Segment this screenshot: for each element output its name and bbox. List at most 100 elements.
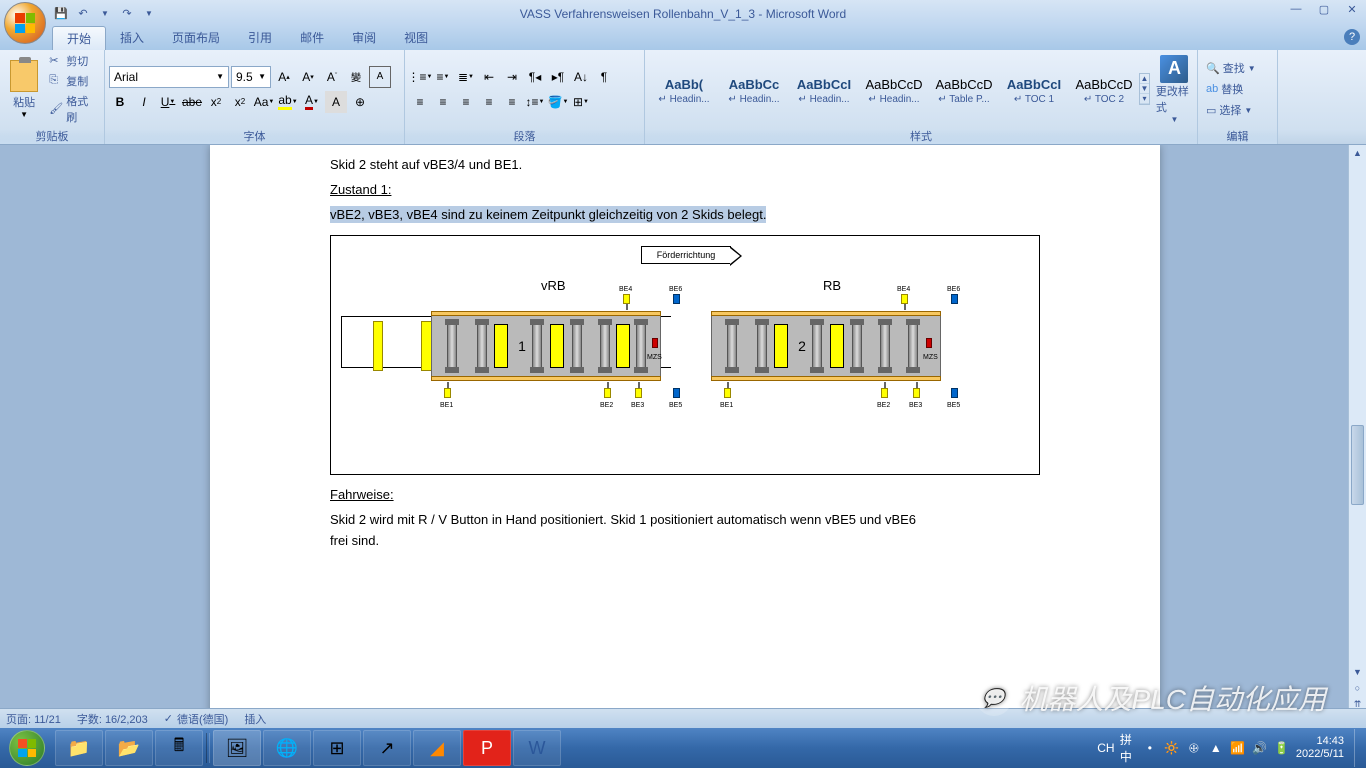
task-app4[interactable]: ◢ bbox=[413, 730, 461, 766]
replace-button[interactable]: ab替换 bbox=[1202, 79, 1260, 99]
tab-0[interactable]: 开始 bbox=[52, 26, 106, 50]
style-item-4[interactable]: AaBbCcD↵ Table P... bbox=[929, 61, 999, 121]
select-button[interactable]: ▭选择▼ bbox=[1202, 100, 1260, 120]
qat-customize[interactable]: ▼ bbox=[140, 5, 158, 23]
style-item-5[interactable]: AaBbCcI↵ TOC 1 bbox=[999, 61, 1069, 121]
copy-button[interactable]: ⎘复制 bbox=[46, 72, 100, 90]
increase-indent-button[interactable]: ⇥ bbox=[501, 66, 523, 88]
borders-button[interactable]: ⊞▼ bbox=[570, 91, 592, 113]
language-indicator[interactable]: ✓德语(德国) bbox=[164, 711, 229, 727]
style-item-0[interactable]: AaBb(↵ Headin... bbox=[649, 61, 719, 121]
task-folder2[interactable]: 📂 bbox=[105, 730, 153, 766]
paste-button[interactable]: 粘贴 ▼ bbox=[4, 54, 44, 124]
tab-2[interactable]: 页面布局 bbox=[158, 26, 234, 50]
task-app2[interactable]: ⊞ bbox=[313, 730, 361, 766]
scroll-up-button[interactable]: ▲ bbox=[1349, 145, 1366, 161]
enclose-char-button[interactable]: ⊕ bbox=[349, 91, 371, 113]
page-indicator[interactable]: 页面: 11/21 bbox=[6, 711, 61, 727]
tray-icon-3[interactable]: 🕀 bbox=[1186, 740, 1202, 756]
bullets-button[interactable]: ⋮≡▼ bbox=[409, 66, 431, 88]
tray-network-icon[interactable]: 📶 bbox=[1230, 740, 1246, 756]
task-word[interactable]: W bbox=[513, 730, 561, 766]
justify-button[interactable]: ≡ bbox=[478, 91, 500, 113]
change-styles-button[interactable]: A 更改样式 ▼ bbox=[1156, 55, 1193, 124]
qat-undo[interactable]: ↶ bbox=[74, 5, 92, 23]
tab-6[interactable]: 视图 bbox=[390, 26, 442, 50]
vertical-scrollbar[interactable]: ▲ ▼ ○ ⇈ ⇊ bbox=[1348, 145, 1366, 728]
minimize-button[interactable]: — bbox=[1282, 0, 1310, 18]
font-name-combo[interactable]: Arial▼ bbox=[109, 66, 229, 88]
char-shading-button[interactable]: A bbox=[325, 91, 347, 113]
taskbar-clock[interactable]: 14:43 2022/5/11 bbox=[1296, 735, 1344, 761]
task-chrome[interactable]: 🌐 bbox=[263, 730, 311, 766]
format-painter-button[interactable]: 🖌格式刷 bbox=[46, 92, 100, 126]
strikethrough-button[interactable]: abe bbox=[181, 91, 203, 113]
help-button[interactable]: ? bbox=[1344, 29, 1360, 45]
tray-volume-icon[interactable]: 🔊 bbox=[1252, 740, 1268, 756]
cut-button[interactable]: ✂剪切 bbox=[46, 52, 100, 70]
show-marks-button[interactable]: ¶ bbox=[593, 66, 615, 88]
start-button[interactable] bbox=[0, 728, 54, 768]
align-right-button[interactable]: ≡ bbox=[455, 91, 477, 113]
tab-4[interactable]: 邮件 bbox=[286, 26, 338, 50]
phonetic-button[interactable]: 變 bbox=[345, 66, 367, 88]
subscript-button[interactable]: x2 bbox=[205, 91, 227, 113]
clear-format-button[interactable]: Aˇ bbox=[321, 66, 343, 88]
task-calc[interactable]: 🖩 bbox=[155, 730, 203, 766]
ime-mode[interactable]: 拼中 bbox=[1120, 740, 1136, 756]
document-page[interactable]: Skid 2 steht auf vBE3/4 und BE1. Zustand… bbox=[210, 145, 1160, 728]
insert-mode[interactable]: 插入 bbox=[244, 711, 266, 727]
numbering-button[interactable]: ≡▼ bbox=[432, 66, 454, 88]
show-desktop-button[interactable] bbox=[1354, 729, 1362, 767]
superscript-button[interactable]: x2 bbox=[229, 91, 251, 113]
qat-save[interactable]: 💾 bbox=[52, 5, 70, 23]
style-scroll-down[interactable]: ▼ bbox=[1140, 84, 1149, 94]
align-center-button[interactable]: ≡ bbox=[432, 91, 454, 113]
decrease-indent-button[interactable]: ⇤ bbox=[478, 66, 500, 88]
scroll-thumb[interactable] bbox=[1351, 425, 1364, 505]
ltr-button[interactable]: ¶◂ bbox=[524, 66, 546, 88]
style-item-2[interactable]: AaBbCcI↵ Headin... bbox=[789, 61, 859, 121]
task-app3[interactable]: ↗ bbox=[363, 730, 411, 766]
sort-button[interactable]: A↓ bbox=[570, 66, 592, 88]
tray-icon-2[interactable]: 🔆 bbox=[1164, 740, 1180, 756]
highlight-button[interactable]: ab▼ bbox=[277, 91, 299, 113]
shrink-font-button[interactable]: A▾ bbox=[297, 66, 319, 88]
task-pdf[interactable]: P bbox=[463, 730, 511, 766]
rtl-button[interactable]: ▸¶ bbox=[547, 66, 569, 88]
find-button[interactable]: 🔍查找▼ bbox=[1202, 58, 1260, 78]
qat-undo-more[interactable]: ▼ bbox=[96, 5, 114, 23]
task-explorer[interactable]: 📁 bbox=[55, 730, 103, 766]
style-scroll-up[interactable]: ▲ bbox=[1140, 74, 1149, 84]
char-border-button[interactable]: A bbox=[369, 66, 391, 88]
style-item-6[interactable]: AaBbCcD↵ TOC 2 bbox=[1069, 61, 1139, 121]
multilevel-button[interactable]: ≣▼ bbox=[455, 66, 477, 88]
style-item-1[interactable]: AaBbCc↵ Headin... bbox=[719, 61, 789, 121]
close-button[interactable]: ✕ bbox=[1338, 0, 1366, 18]
change-case-button[interactable]: Aa▼ bbox=[253, 91, 275, 113]
shading-button[interactable]: 🪣▼ bbox=[547, 91, 569, 113]
task-app1[interactable]: 🖼 bbox=[213, 730, 261, 766]
maximize-button[interactable]: ▢ bbox=[1310, 0, 1338, 18]
tray-icon-1[interactable]: • bbox=[1142, 740, 1158, 756]
ime-lang[interactable]: CH bbox=[1098, 740, 1114, 756]
scroll-down-button[interactable]: ▼ bbox=[1349, 664, 1366, 680]
style-expand[interactable]: ▾ bbox=[1140, 94, 1149, 104]
word-count[interactable]: 字数: 16/2,203 bbox=[77, 711, 148, 727]
align-left-button[interactable]: ≡ bbox=[409, 91, 431, 113]
grow-font-button[interactable]: A▴ bbox=[273, 66, 295, 88]
tab-1[interactable]: 插入 bbox=[106, 26, 158, 50]
tray-battery-icon[interactable]: 🔋 bbox=[1274, 740, 1290, 756]
browse-object-button[interactable]: ○ bbox=[1349, 680, 1366, 696]
office-button[interactable] bbox=[4, 2, 46, 44]
tray-expand-icon[interactable]: ▲ bbox=[1208, 740, 1224, 756]
font-color-button[interactable]: A▼ bbox=[301, 91, 323, 113]
qat-redo[interactable]: ↷ bbox=[118, 5, 136, 23]
line-spacing-button[interactable]: ↕≡▼ bbox=[524, 91, 546, 113]
tab-5[interactable]: 审阅 bbox=[338, 26, 390, 50]
style-item-3[interactable]: AaBbCcD↵ Headin... bbox=[859, 61, 929, 121]
font-size-combo[interactable]: 9.5▼ bbox=[231, 66, 271, 88]
underline-button[interactable]: U▼ bbox=[157, 91, 179, 113]
tab-3[interactable]: 引用 bbox=[234, 26, 286, 50]
bold-button[interactable]: B bbox=[109, 91, 131, 113]
